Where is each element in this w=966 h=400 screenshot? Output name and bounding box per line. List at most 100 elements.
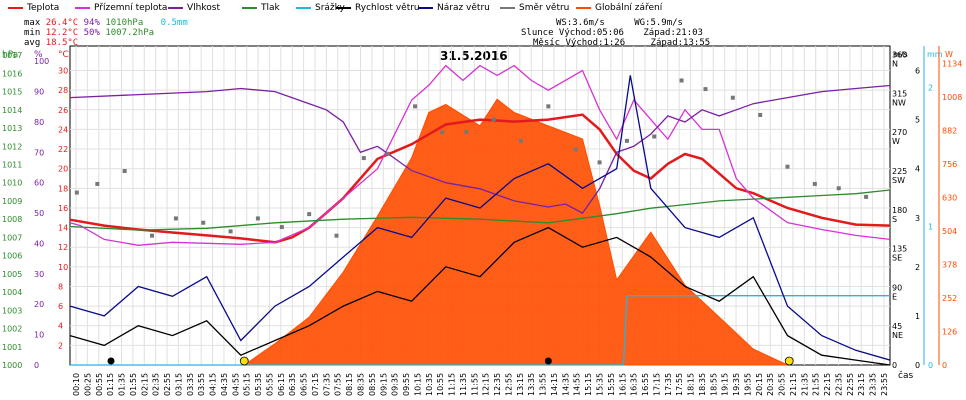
legend-swatch — [576, 6, 591, 9]
legend: Teplota Přízemní teplota Vlhkost Tlak Srážky… — [0, 0, 966, 16]
min-press: 1007.2hPa — [105, 28, 155, 38]
legend-swatch — [296, 6, 311, 9]
x-tick-label: 06:55 — [300, 373, 309, 396]
wind-direction-point — [652, 134, 657, 139]
sun-row: Slunce Východ:05:06 Západ:21:03 — [521, 28, 710, 38]
series-line-tlak — [69, 189, 891, 231]
temperature-tick-label: 2 — [58, 341, 63, 350]
x-tick-label: 09:15 — [379, 373, 388, 396]
percent-tick-label: 40 — [34, 239, 44, 248]
stats-min-row: min 12.2°C 50% 1007.2hPa — [24, 28, 188, 38]
temperature-tick-label: 20 — [58, 165, 68, 174]
radiation-tick-label: 756 — [942, 160, 957, 169]
wind-direction-point — [491, 117, 496, 122]
wind-direction-point — [440, 130, 445, 135]
max-press: 1010hPa — [105, 18, 144, 28]
sun-marker — [784, 356, 794, 366]
moon-marker — [107, 357, 115, 365]
wind-direction-point — [546, 104, 551, 109]
pressure-tick-label: 1013 — [2, 124, 22, 133]
x-tick-label: 23:15 — [857, 373, 866, 396]
wind-direction-point — [703, 87, 708, 92]
wind-axis-unit: m/s — [893, 50, 908, 59]
radiation-tick-label: 0 — [942, 361, 947, 370]
percent-tick-label: 50 — [34, 209, 44, 218]
x-tick-label: 00:55 — [95, 373, 104, 396]
temperature-tick-label: 30 — [58, 67, 68, 76]
temperature-tick-label: 14 — [58, 224, 68, 233]
temperature-tick-label: 10 — [58, 263, 68, 272]
min-temp: 12.2°C — [45, 28, 79, 38]
wind-direction-point — [255, 216, 260, 221]
wind-direction-point — [679, 78, 684, 83]
wind-direction-point — [785, 164, 790, 169]
legend-swatch — [168, 6, 183, 9]
x-tick-label: 20:35 — [766, 373, 775, 396]
wind-direction-point — [597, 160, 602, 165]
series-line-přízemní-teplota — [69, 64, 891, 246]
wind-direction-point — [122, 169, 127, 174]
x-tick-label: 07:35 — [322, 373, 331, 396]
wind-tick-label: 6 — [915, 67, 920, 76]
legend-swatch — [75, 6, 90, 9]
direction-tick-dir: NW — [892, 98, 906, 107]
wind-direction-point — [413, 104, 418, 109]
temperature-tick-label: 26 — [58, 106, 68, 115]
direction-tick-label: 315 — [892, 89, 907, 98]
direction-tick-dir: NE — [892, 331, 903, 340]
x-tick-label: 02:35 — [152, 373, 161, 396]
direction-tick-label: 135 — [892, 245, 907, 254]
pressure-tick-label: 1016 — [2, 69, 22, 78]
percent-tick-label: 90 — [34, 88, 44, 97]
x-tick-label: 08:55 — [368, 373, 377, 396]
max-rain: 0.5mm — [160, 18, 188, 28]
legend-swatch — [418, 6, 433, 9]
wind-direction-point — [201, 220, 206, 225]
series-line-náraz-větru — [69, 75, 891, 361]
legend-label: Vlhkost — [187, 3, 220, 13]
radiation-tick-label: 126 — [942, 328, 957, 337]
min-hum: 50% — [83, 28, 100, 38]
legend-label: Náraz větru — [437, 3, 490, 13]
series-radiation-area — [242, 98, 788, 366]
x-tick-label: 10:35 — [425, 373, 434, 396]
wind-direction-point — [334, 233, 339, 238]
radiation-tick-label: 252 — [942, 294, 957, 303]
x-tick-label: 18:55 — [709, 373, 718, 396]
temperature-tick-label: 24 — [58, 125, 68, 134]
rain-tick-label: 1 — [928, 222, 933, 231]
x-tick-label: 02:55 — [163, 373, 172, 396]
x-tick-label: 12:35 — [493, 373, 502, 396]
radiation-tick-label: 1134 — [942, 60, 962, 69]
direction-tick-dir: N — [892, 60, 898, 69]
chart-title: 31.5.2016 — [440, 49, 508, 63]
wind-direction-point — [361, 156, 366, 161]
wind-direction-point — [228, 229, 233, 234]
stats-avg-row: avg 18.5°C — [24, 38, 188, 48]
legend-item-0: Teplota — [8, 3, 59, 13]
legend-item-3: Tlak — [242, 3, 280, 13]
temperature-tick-label: 16 — [58, 204, 68, 213]
temperature-tick-label: 12 — [58, 243, 68, 252]
legend-label: Přízemní teplota — [94, 3, 168, 13]
x-tick-label: 11:15 — [448, 373, 457, 396]
x-tick-label: 10:15 — [413, 373, 422, 396]
moon-rise: Měsíc Východ:1:26 — [533, 38, 626, 48]
moon-marker — [544, 357, 552, 365]
wind-direction-point — [173, 216, 178, 221]
direction-tick-label: 90 — [892, 283, 902, 292]
pressure-tick-label: 1012 — [2, 142, 22, 151]
x-tick-label: 01:15 — [106, 373, 115, 396]
radiation-tick-label: 504 — [942, 227, 957, 236]
x-tick-label: 19:15 — [721, 373, 730, 396]
x-tick-label: 16:35 — [630, 373, 639, 396]
percent-tick-label: 10 — [34, 331, 44, 340]
sun-set: Západ:21:03 — [643, 28, 703, 38]
wind-direction-point — [464, 130, 469, 135]
x-tick-label: 19:55 — [743, 373, 752, 396]
legend-label: Směr větru — [519, 3, 570, 13]
pressure-tick-label: 1003 — [2, 306, 22, 315]
wind-row: WS:3.6m/s WG:5.9m/s — [521, 18, 710, 28]
moon-set: Západ:13:55 — [650, 38, 711, 48]
